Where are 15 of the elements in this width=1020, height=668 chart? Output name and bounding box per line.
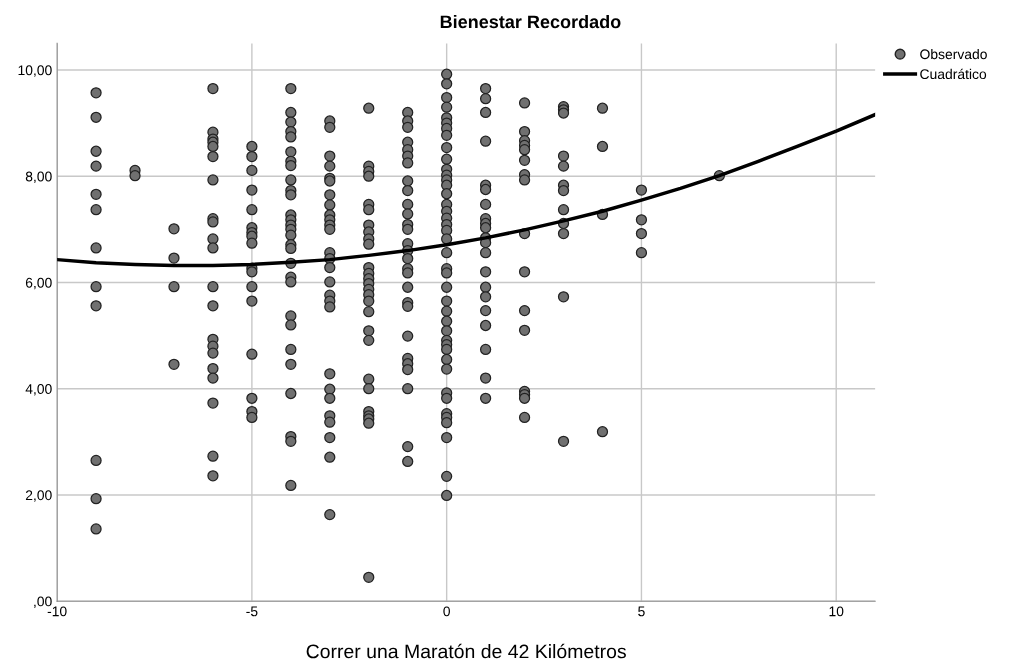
x-tick-label: -10 xyxy=(47,606,67,617)
y-tick-label: 10,00 xyxy=(18,65,52,77)
legend-label: Cuadrático xyxy=(920,68,987,80)
x-axis-title: Correr una Maratón de 42 Kilómetros xyxy=(306,643,626,659)
y-tick-label: 6,00 xyxy=(25,277,52,290)
x-tick-label: 10 xyxy=(829,606,844,617)
y-tick-label: 4,00 xyxy=(25,384,52,396)
x-tick-label: -5 xyxy=(246,606,258,617)
y-tick-label: ,00 xyxy=(34,596,52,609)
y-tick-label: 8,00 xyxy=(25,171,52,184)
legend-label: Observado xyxy=(920,48,987,60)
chart-title: Bienestar Recordado xyxy=(440,14,621,29)
x-tick-label: 0 xyxy=(443,606,450,617)
x-tick-label: 5 xyxy=(638,606,645,617)
y-tick-label: 2,00 xyxy=(25,490,52,502)
